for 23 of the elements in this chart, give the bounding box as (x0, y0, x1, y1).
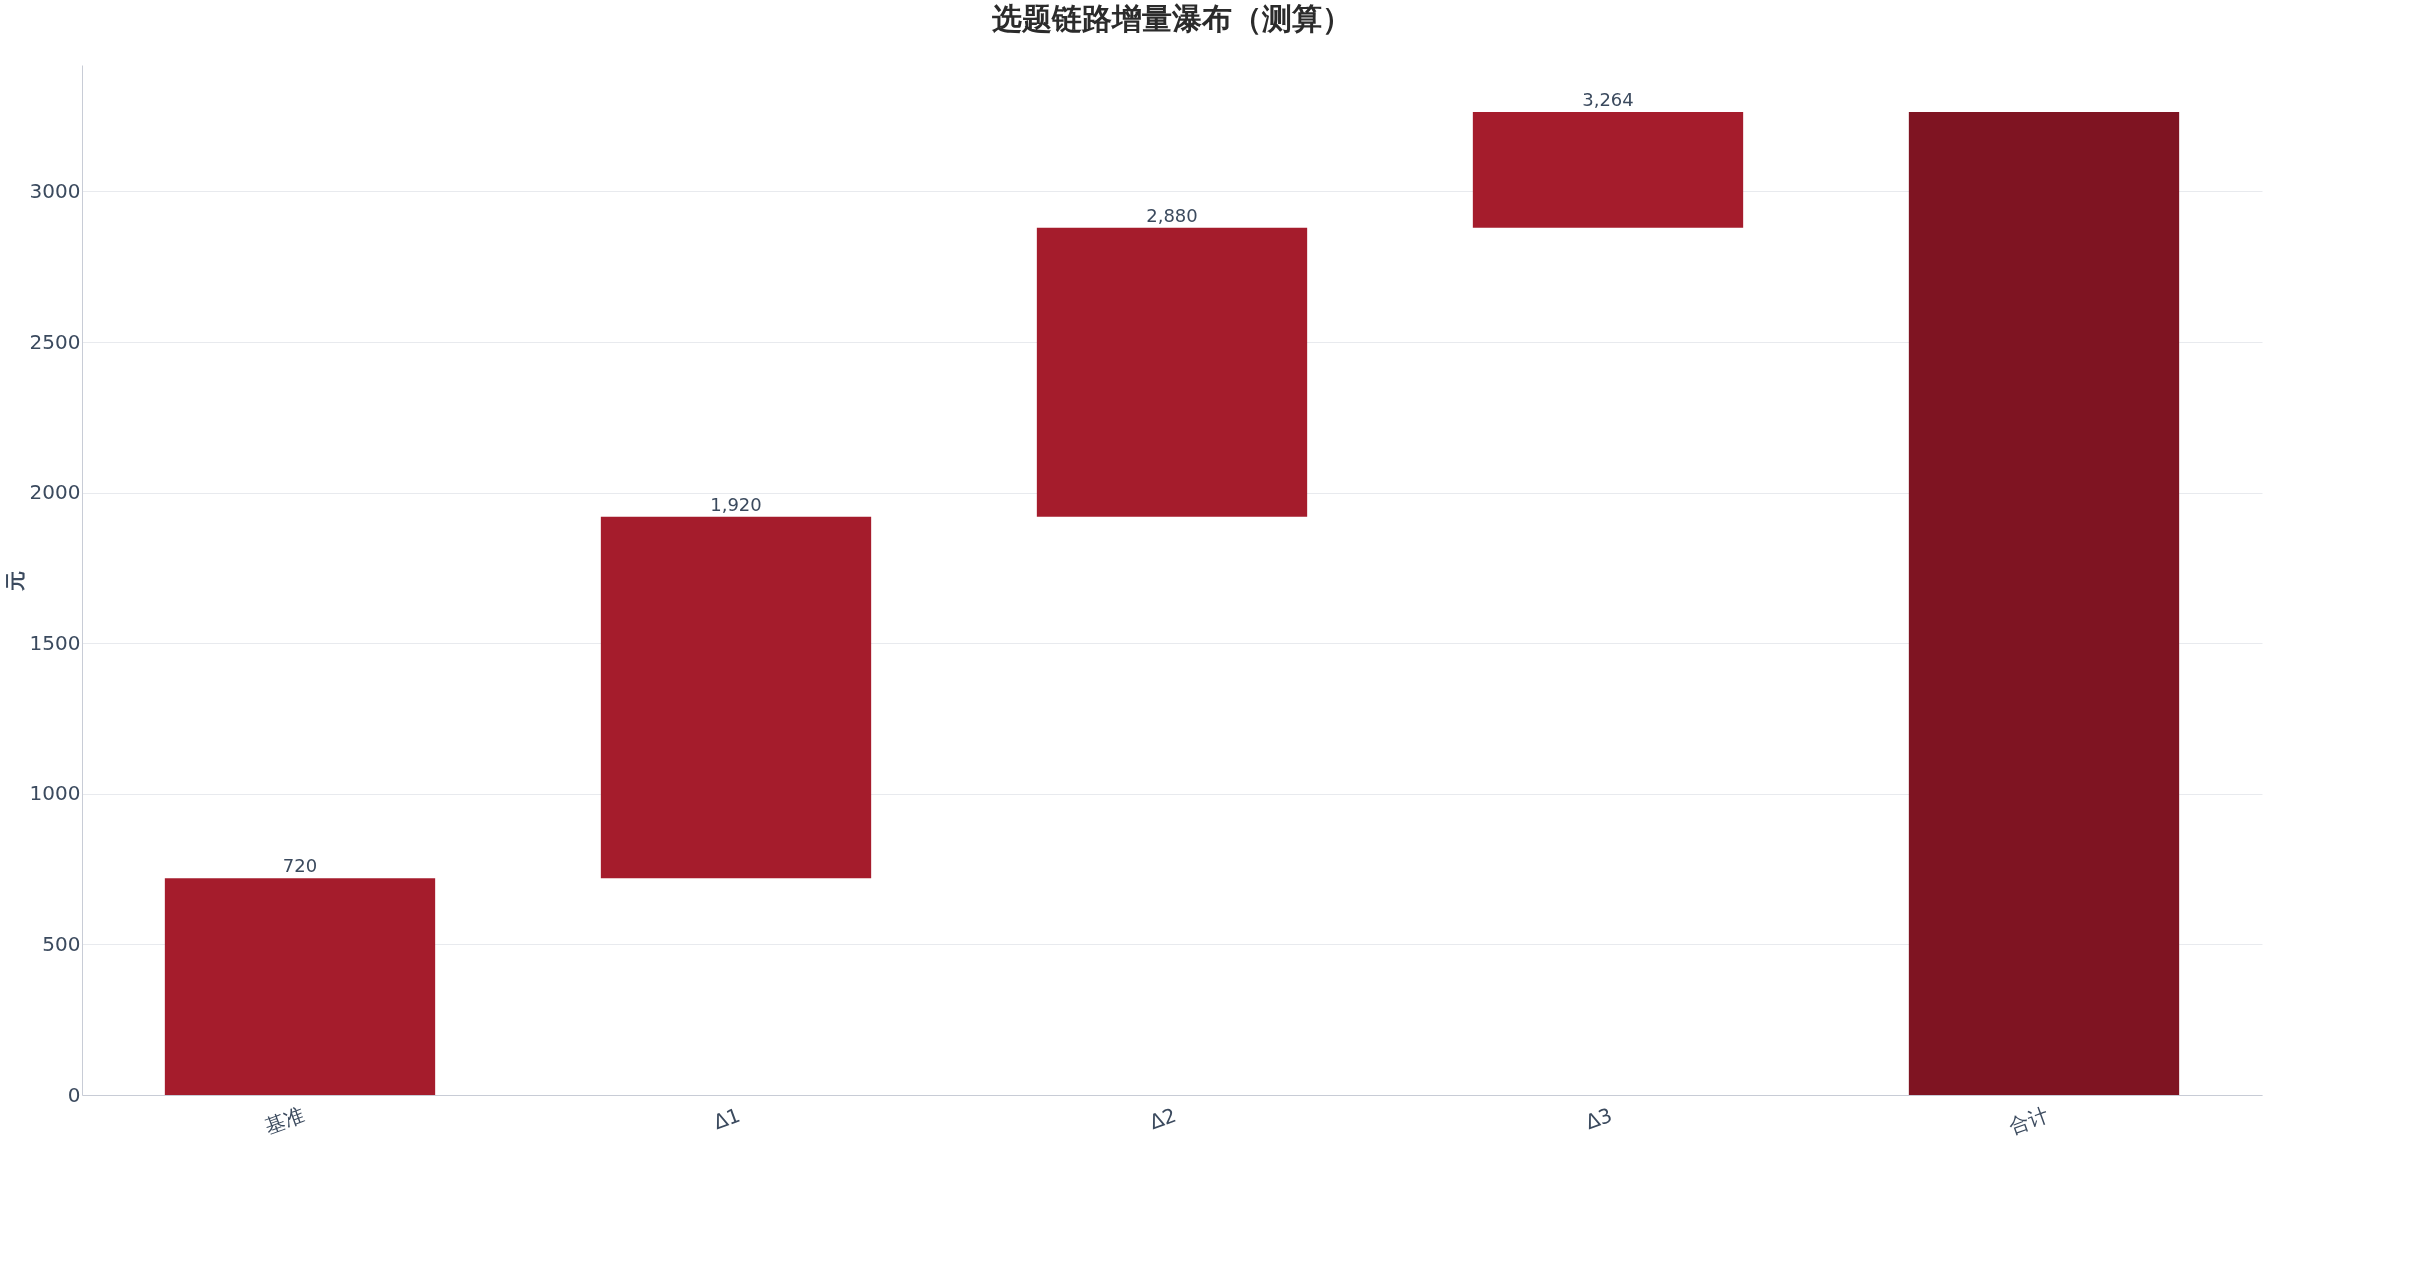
data-label: 1,920 (710, 493, 762, 515)
x-tick-label: Δ2 (1146, 1102, 1180, 1135)
y-tick-label: 1000 (29, 781, 81, 806)
data-label: 2,880 (1146, 204, 1198, 226)
chart-title: 选题链路增量瀑布（测算） (991, 1, 1352, 36)
x-tick-label: 基准 (261, 1102, 308, 1139)
y-tick-label: 500 (42, 931, 81, 956)
y-tick-label: 3000 (29, 178, 81, 203)
bar (1908, 111, 2180, 1095)
bar (164, 878, 436, 1095)
y-tick-label: 1500 (29, 630, 81, 655)
x-tick-label: Δ3 (1582, 1102, 1616, 1135)
y-tick-label: 0 (67, 1082, 81, 1107)
data-label: 3,264 (1582, 88, 1634, 110)
x-tick-label: 合计 (2005, 1102, 2052, 1139)
x-tick-label: Δ1 (710, 1102, 744, 1135)
bar (600, 516, 872, 879)
bar (1472, 111, 1744, 228)
bar (1036, 227, 1308, 517)
y-tick-label: 2000 (29, 480, 81, 505)
y-axis-title: 元 (2, 570, 27, 592)
y-tick-label: 2500 (29, 329, 81, 354)
data-label: 720 (282, 855, 318, 877)
